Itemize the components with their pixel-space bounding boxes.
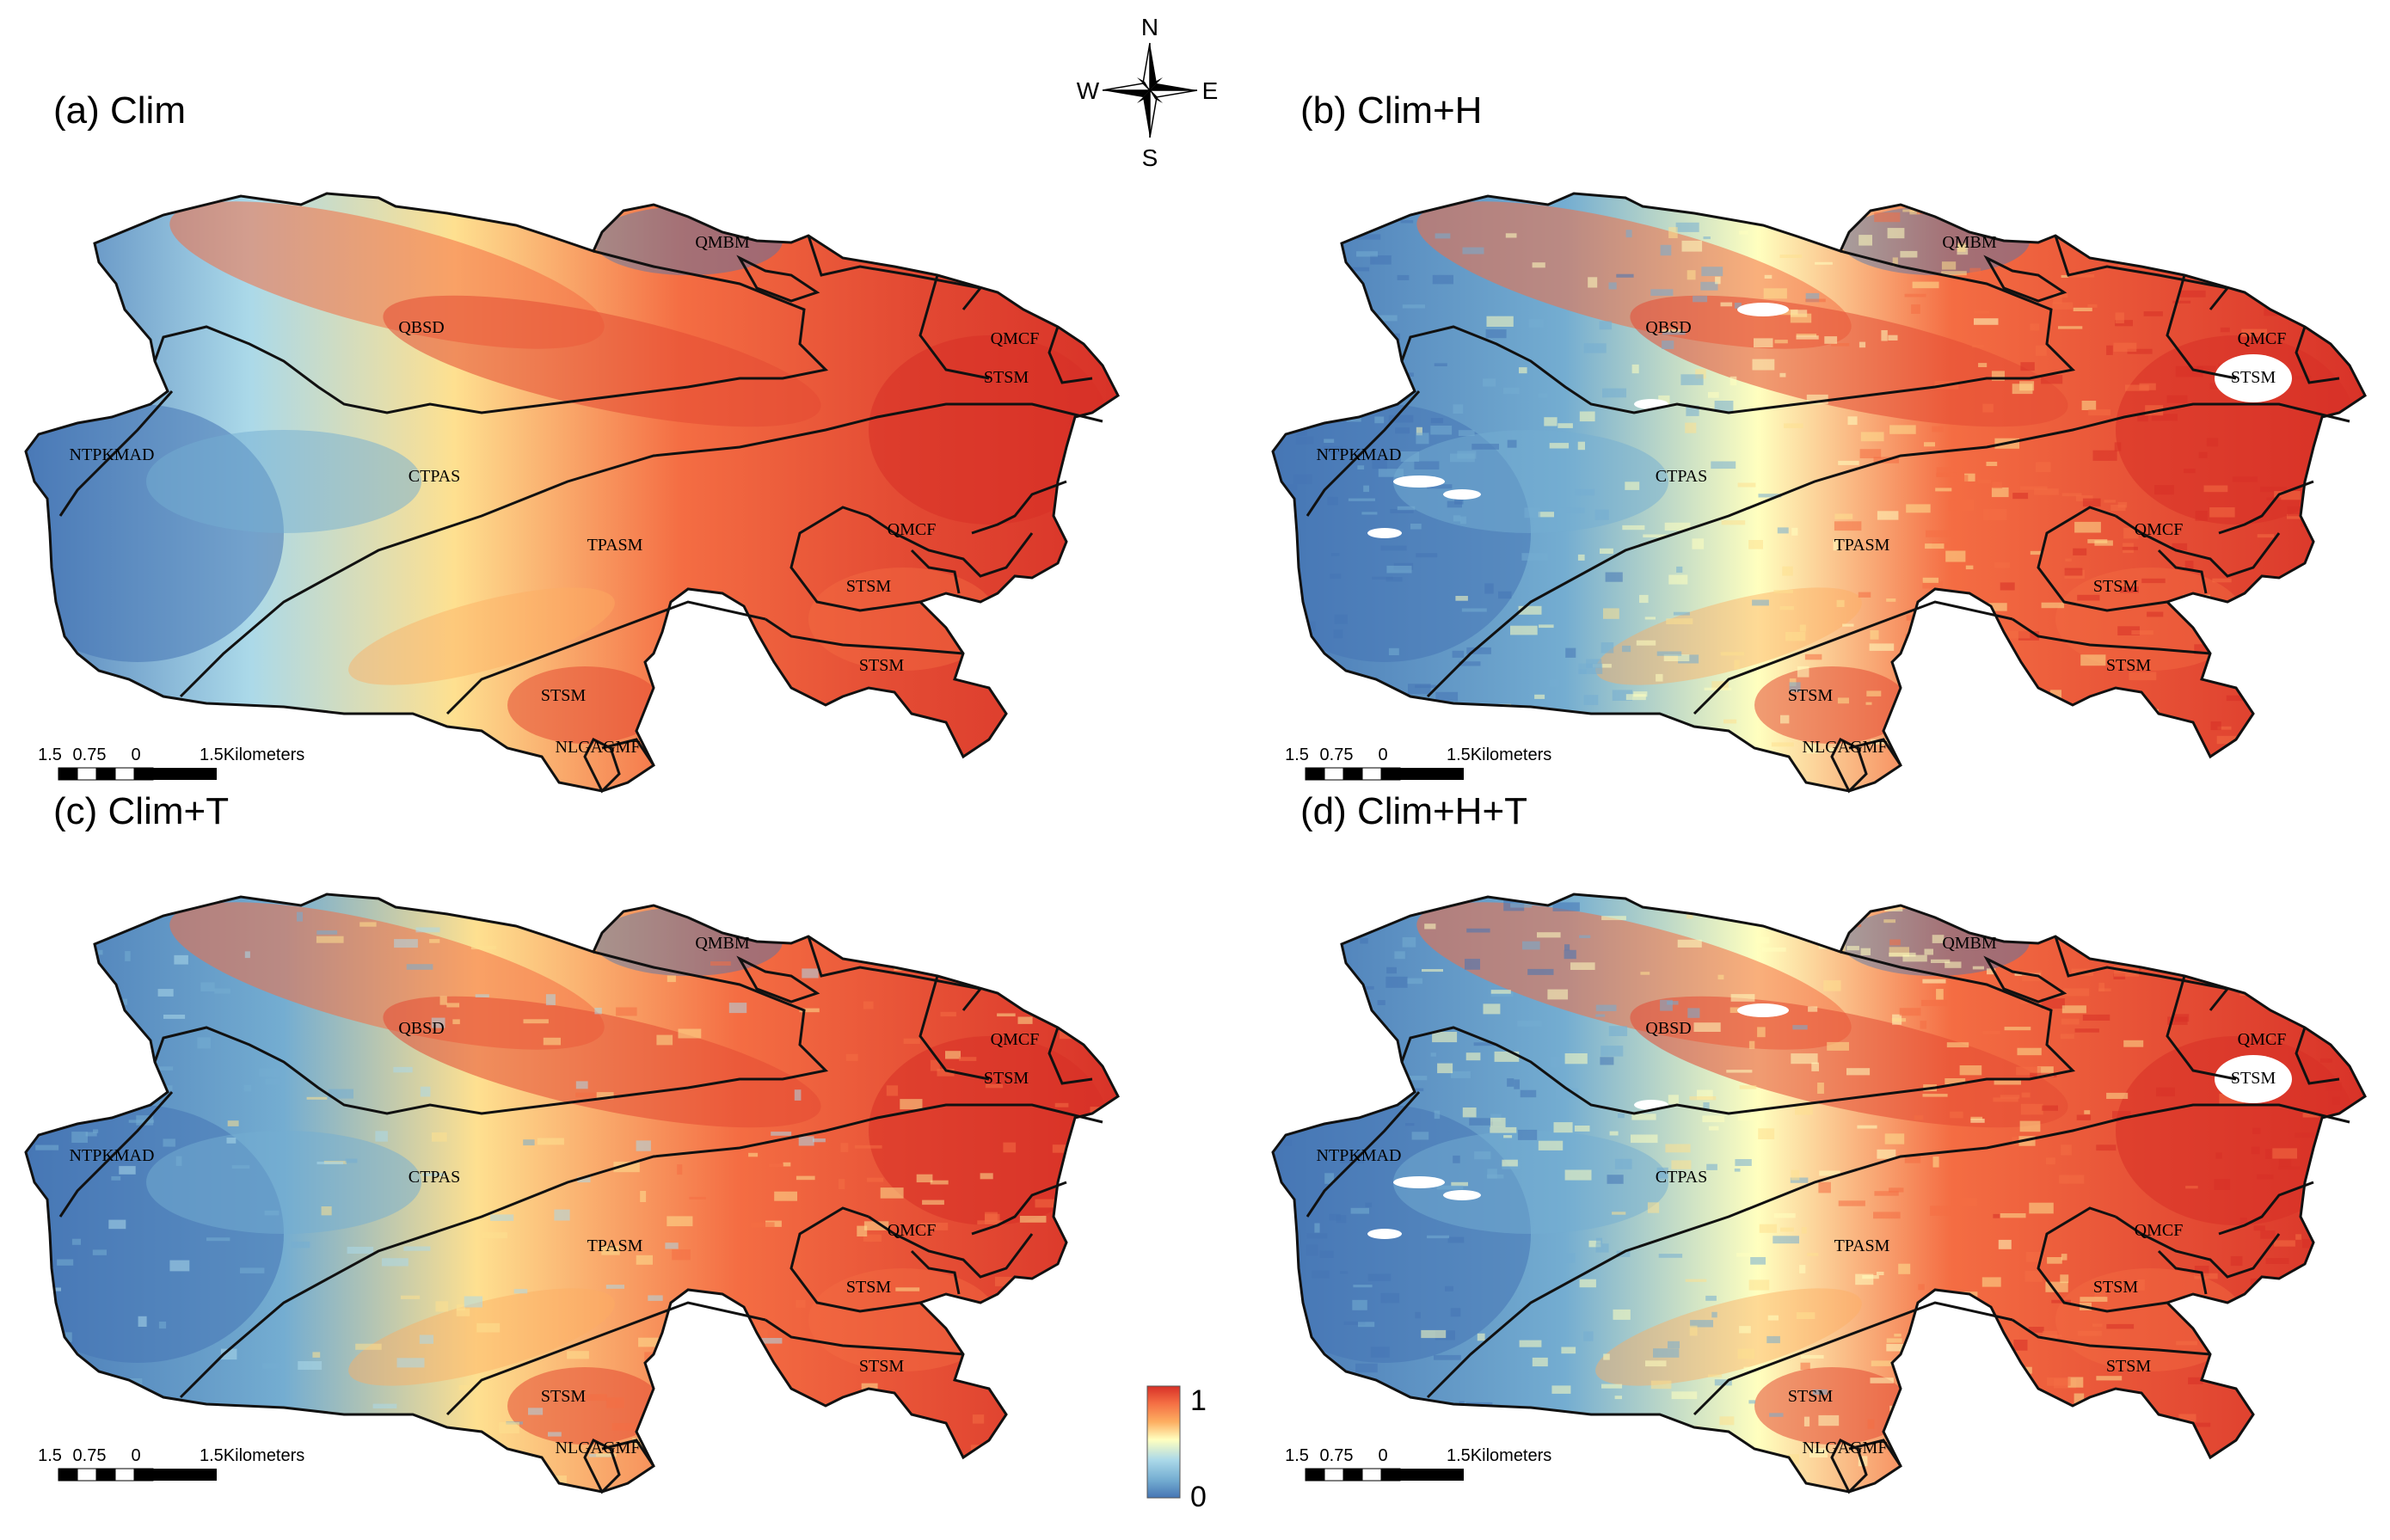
scale-bar-label: 0 xyxy=(1378,745,1387,764)
scale-bar-label: 1.5 xyxy=(38,745,62,764)
region-label: QMCF xyxy=(888,1221,937,1240)
region-label: STSM xyxy=(984,368,1029,387)
region-label: CTPAS xyxy=(1656,467,1707,486)
region-label: QMBM xyxy=(695,233,750,252)
region-label: QBSD xyxy=(1645,1019,1691,1038)
scale-bar-label: 0 xyxy=(131,1446,140,1465)
scale-bar-label: 0.75 xyxy=(73,745,107,764)
region-label: STSM xyxy=(859,1357,904,1376)
panel-d: (d) Clim+H+T QMBM QBSD QMCF STSM NTPKMAD CTPAS… xyxy=(1271,790,2367,1494)
region-label: STSM xyxy=(2106,656,2151,675)
region-label: STSM xyxy=(2231,1069,2276,1088)
region-label: QMCF xyxy=(2238,329,2287,348)
map-panels: (a) Clim QMBM QBSD QMCF STSM NTPKMAD CTPAS TPAS… xyxy=(24,89,2367,1494)
legend-colorbar: 1 0 xyxy=(1146,1384,1207,1513)
compass-west-label: W xyxy=(1077,77,1100,104)
region-label: STSM xyxy=(2231,368,2276,387)
region-label: QMBM xyxy=(1942,934,1997,953)
legend-max-label: 1 xyxy=(1190,1384,1207,1417)
panel-title: (d) Clim+H+T xyxy=(1300,790,1527,832)
region-label: CTPAS xyxy=(409,1168,460,1187)
region-label: CTPAS xyxy=(1656,1168,1707,1187)
region-label: QBSD xyxy=(1645,318,1691,337)
scale-bar-label: 1.5 xyxy=(1285,745,1309,764)
scale-bar: 1.5 0.75 0 1.5Kilometers xyxy=(38,745,304,781)
region-label: QMCF xyxy=(888,520,937,539)
scale-bar-label: 1.5 xyxy=(38,1446,62,1465)
region-label: STSM xyxy=(2093,577,2138,596)
region-label: NLGAGMF xyxy=(556,1439,641,1457)
region-label: QMCF xyxy=(2135,1221,2184,1240)
panel-c: (c) Clim+T QMBM QBSD QMCF STSM NTPKMAD CTPAS TP… xyxy=(24,790,1120,1494)
region-label: CTPAS xyxy=(409,467,460,486)
scale-bar-label: 1.5Kilometers xyxy=(1447,1446,1551,1465)
region-label: QMCF xyxy=(991,329,1040,348)
legend-min-label: 0 xyxy=(1190,1481,1207,1513)
raster-map xyxy=(1273,894,2365,1492)
region-label: TPASM xyxy=(1834,536,1890,555)
region-label: NLGAGMF xyxy=(1803,738,1888,757)
region-label: TPASM xyxy=(587,536,643,555)
scale-bar-label: 0 xyxy=(131,745,140,764)
scale-bar-label: 0.75 xyxy=(1320,1446,1354,1465)
legend-color-ramp xyxy=(1146,1385,1181,1499)
region-label: STSM xyxy=(1788,686,1833,705)
region-label: NLGAGMF xyxy=(556,738,641,757)
region-label: QMBM xyxy=(1942,233,1997,252)
compass-south-label: S xyxy=(1142,144,1158,171)
raster-map xyxy=(26,193,1118,791)
scale-bar: 1.5 0.75 0 1.5Kilometers xyxy=(1285,1446,1551,1482)
scale-bar-label: 1.5Kilometers xyxy=(1447,745,1551,764)
panel-title: (c) Clim+T xyxy=(53,790,229,832)
panel-b: (b) Clim+H QMBM QBSD QMCF STSM NTPKMAD CTPAS TP… xyxy=(1271,89,2367,793)
region-label: STSM xyxy=(1788,1387,1833,1406)
region-label: QMBM xyxy=(695,934,750,953)
scale-bar-label: 0.75 xyxy=(73,1446,107,1465)
region-label: QMCF xyxy=(991,1030,1040,1049)
scale-bar-label: 1.5 xyxy=(1285,1446,1309,1465)
region-label: QBSD xyxy=(398,1019,444,1038)
region-label: STSM xyxy=(984,1069,1029,1088)
region-label: STSM xyxy=(846,577,891,596)
region-label: QBSD xyxy=(398,318,444,337)
region-label: NTPKMAD xyxy=(70,1146,155,1165)
region-label: STSM xyxy=(2093,1278,2138,1297)
panel-a: (a) Clim QMBM QBSD QMCF STSM NTPKMAD CTPAS TPAS… xyxy=(24,89,1120,793)
region-label: STSM xyxy=(846,1278,891,1297)
scale-bar: 1.5 0.75 0 1.5Kilometers xyxy=(38,1446,304,1482)
compass-east-label: E xyxy=(1202,77,1219,104)
scale-bar-label: 1.5Kilometers xyxy=(200,1446,304,1465)
region-label: STSM xyxy=(2106,1357,2151,1376)
region-label: NTPKMAD xyxy=(1317,445,1402,464)
scale-bar-label: 0.75 xyxy=(1320,745,1354,764)
scale-bar-label: 1.5Kilometers xyxy=(200,745,304,764)
raster-map xyxy=(26,894,1118,1492)
region-label: TPASM xyxy=(1834,1236,1890,1255)
region-label: QMCF xyxy=(2135,520,2184,539)
compass-north-label: N xyxy=(1141,14,1158,40)
region-label: STSM xyxy=(541,686,586,705)
panel-title: (b) Clim+H xyxy=(1300,89,1482,132)
region-label: NLGAGMF xyxy=(1803,1439,1888,1457)
region-label: STSM xyxy=(859,656,904,675)
scale-bar-label: 0 xyxy=(1378,1446,1387,1465)
region-label: TPASM xyxy=(587,1236,643,1255)
region-label: STSM xyxy=(541,1387,586,1406)
region-label: NTPKMAD xyxy=(1317,1146,1402,1165)
region-label: QMCF xyxy=(2238,1030,2287,1049)
region-label: NTPKMAD xyxy=(70,445,155,464)
raster-map xyxy=(1273,193,2365,791)
compass-rose-icon: N S E W xyxy=(1077,14,1219,171)
scale-bar: 1.5 0.75 0 1.5Kilometers xyxy=(1285,745,1551,781)
panel-title: (a) Clim xyxy=(53,89,186,132)
